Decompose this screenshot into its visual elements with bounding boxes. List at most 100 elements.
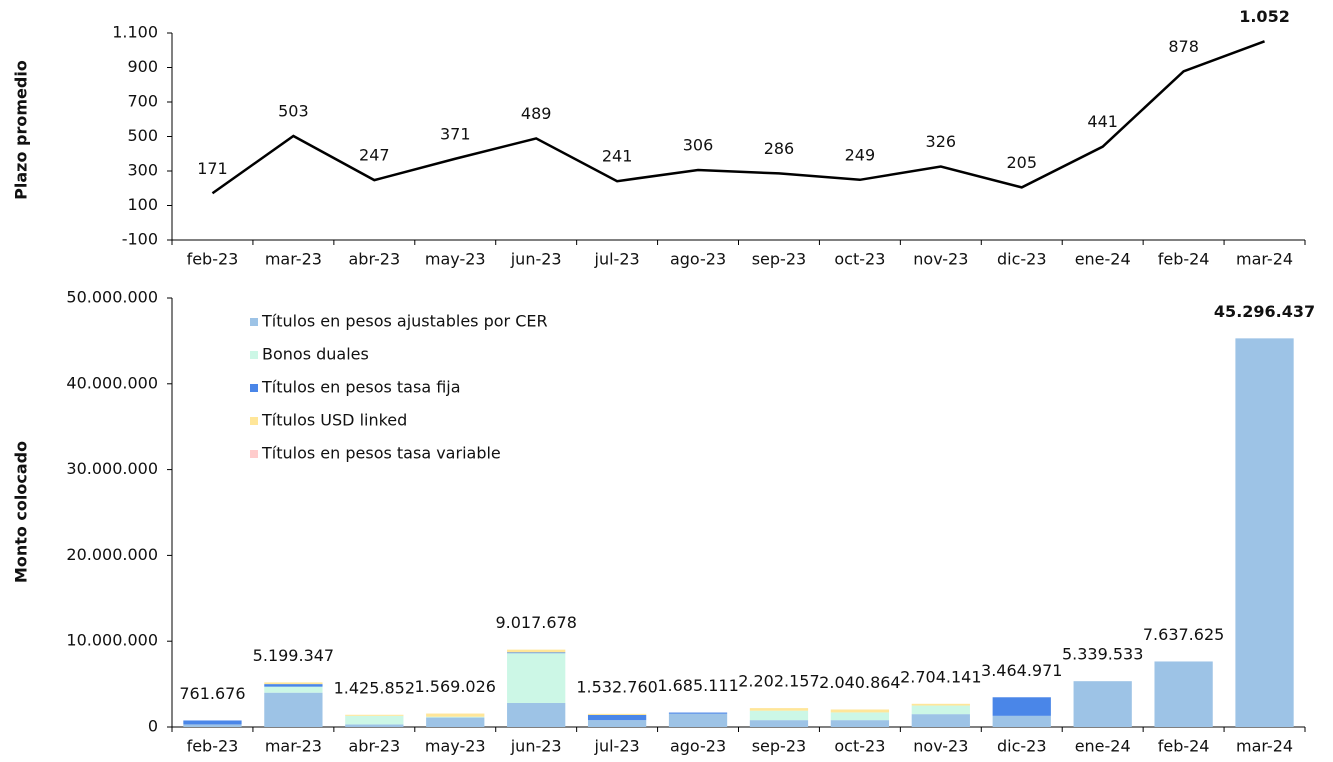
total-label: 9.017.678	[495, 613, 576, 632]
value-label: 371	[440, 124, 471, 143]
value-label: 326	[926, 132, 957, 151]
y-tick-label: 900	[127, 57, 158, 76]
total-label: 2.202.157	[738, 672, 819, 691]
bar-segment	[587, 720, 647, 727]
legend-swatch	[250, 450, 258, 458]
y-tick-label: 10.000.000	[66, 631, 158, 650]
x-tick-label: feb-23	[187, 250, 239, 269]
bar-segment	[992, 697, 1051, 716]
x-tick-label: mar-24	[1236, 737, 1293, 756]
y-tick-label: 700	[127, 92, 158, 111]
legend-swatch	[250, 318, 258, 326]
bar-segment	[911, 714, 970, 727]
x-tick-label: feb-24	[1158, 250, 1210, 269]
bar-segment	[264, 692, 323, 727]
value-label: 247	[359, 146, 390, 165]
total-label: 1.569.026	[415, 677, 496, 696]
y-tick-label: 0	[148, 717, 158, 736]
y-tick-label: -100	[122, 230, 158, 249]
y-axis-title: Plazo promedio	[12, 60, 31, 200]
x-tick-label: jun-23	[510, 250, 562, 269]
value-label: 286	[764, 139, 795, 158]
bar-segment	[911, 703, 970, 706]
legend-label: Títulos en pesos tasa fija	[261, 378, 461, 397]
value-label: 489	[521, 104, 552, 123]
bar-segment	[183, 720, 242, 725]
bar-segment	[587, 713, 647, 715]
y-tick-label: 20.000.000	[66, 545, 158, 564]
x-tick-label: dic-23	[997, 250, 1047, 269]
bar-segment	[992, 715, 1051, 727]
bar-segment	[507, 653, 566, 703]
bar-segment	[668, 713, 728, 727]
bar-segment	[668, 712, 728, 714]
x-tick-label: abr-23	[348, 737, 400, 756]
x-tick-label: dic-23	[997, 737, 1047, 756]
total-label: 2.704.141	[900, 667, 981, 686]
total-label: 5.199.347	[253, 646, 334, 665]
legend-label: Bonos duales	[262, 345, 369, 364]
x-tick-label: jul-23	[594, 737, 640, 756]
legend-swatch	[250, 417, 258, 425]
total-label: 2.040.864	[819, 673, 900, 692]
bar-segment	[264, 684, 323, 687]
x-tick-label: sep-23	[752, 737, 806, 756]
total-label: 1.685.111	[657, 676, 738, 695]
x-tick-label: abr-23	[348, 250, 400, 269]
bar-segment	[264, 682, 323, 685]
value-label: 878	[1168, 37, 1199, 56]
x-tick-label: ene-24	[1075, 737, 1131, 756]
x-tick-label: sep-23	[752, 250, 806, 269]
x-tick-label: feb-24	[1158, 737, 1210, 756]
bar-segment	[749, 720, 809, 727]
x-tick-label: ene-24	[1075, 250, 1131, 269]
total-label: 7.637.625	[1143, 625, 1224, 644]
bar-segment	[345, 724, 404, 727]
y-tick-label: 50.000.000	[66, 288, 158, 307]
line	[211, 40, 1265, 195]
bar-segment	[911, 705, 970, 715]
bar-segment	[426, 713, 485, 717]
legend-swatch	[250, 351, 258, 359]
total-label: 5.339.533	[1062, 645, 1143, 664]
y-axis-title: Monto colocado	[12, 441, 31, 583]
value-label: 1.052	[1239, 7, 1290, 26]
total-label: 3.464.971	[981, 661, 1062, 680]
total-label: 45.296.437	[1214, 302, 1315, 321]
y-tick-label: 40.000.000	[66, 373, 158, 392]
value-label: 249	[845, 145, 876, 164]
value-label: 205	[1006, 153, 1037, 172]
x-tick-label: may-23	[425, 737, 486, 756]
x-tick-label: jun-23	[510, 737, 562, 756]
total-label: 1.532.760	[576, 677, 657, 696]
x-tick-label: feb-23	[187, 737, 239, 756]
x-tick-label: nov-23	[913, 737, 968, 756]
bar-segment	[426, 717, 485, 727]
bar-segment	[830, 712, 890, 721]
total-label: 1.425.852	[334, 678, 415, 697]
bar-segment	[749, 710, 809, 721]
value-label: 171	[197, 159, 228, 178]
x-tick-label: mar-23	[265, 737, 322, 756]
value-label: 441	[1087, 112, 1118, 131]
bar-segment	[830, 709, 890, 713]
legend-label: Títulos USD linked	[261, 411, 407, 430]
bar-segment	[1154, 661, 1213, 727]
bar-segment	[1073, 681, 1132, 727]
bar-segment	[426, 716, 485, 718]
y-tick-label: 100	[127, 195, 158, 214]
bar-segment	[749, 708, 809, 711]
bar-segment	[264, 686, 323, 693]
y-tick-label: 30.000.000	[66, 459, 158, 478]
y-tick-label: 300	[127, 161, 158, 180]
legend-swatch	[250, 384, 258, 392]
bar-segment	[507, 702, 566, 727]
bar-segment	[345, 715, 404, 725]
bar-segment	[345, 714, 404, 716]
legend-label: Títulos en pesos ajustables por CER	[261, 312, 548, 331]
bar-segment	[830, 720, 890, 727]
x-tick-label: jul-23	[594, 250, 640, 269]
value-label: 503	[278, 101, 309, 120]
value-label: 306	[683, 135, 714, 154]
x-tick-label: may-23	[425, 250, 486, 269]
